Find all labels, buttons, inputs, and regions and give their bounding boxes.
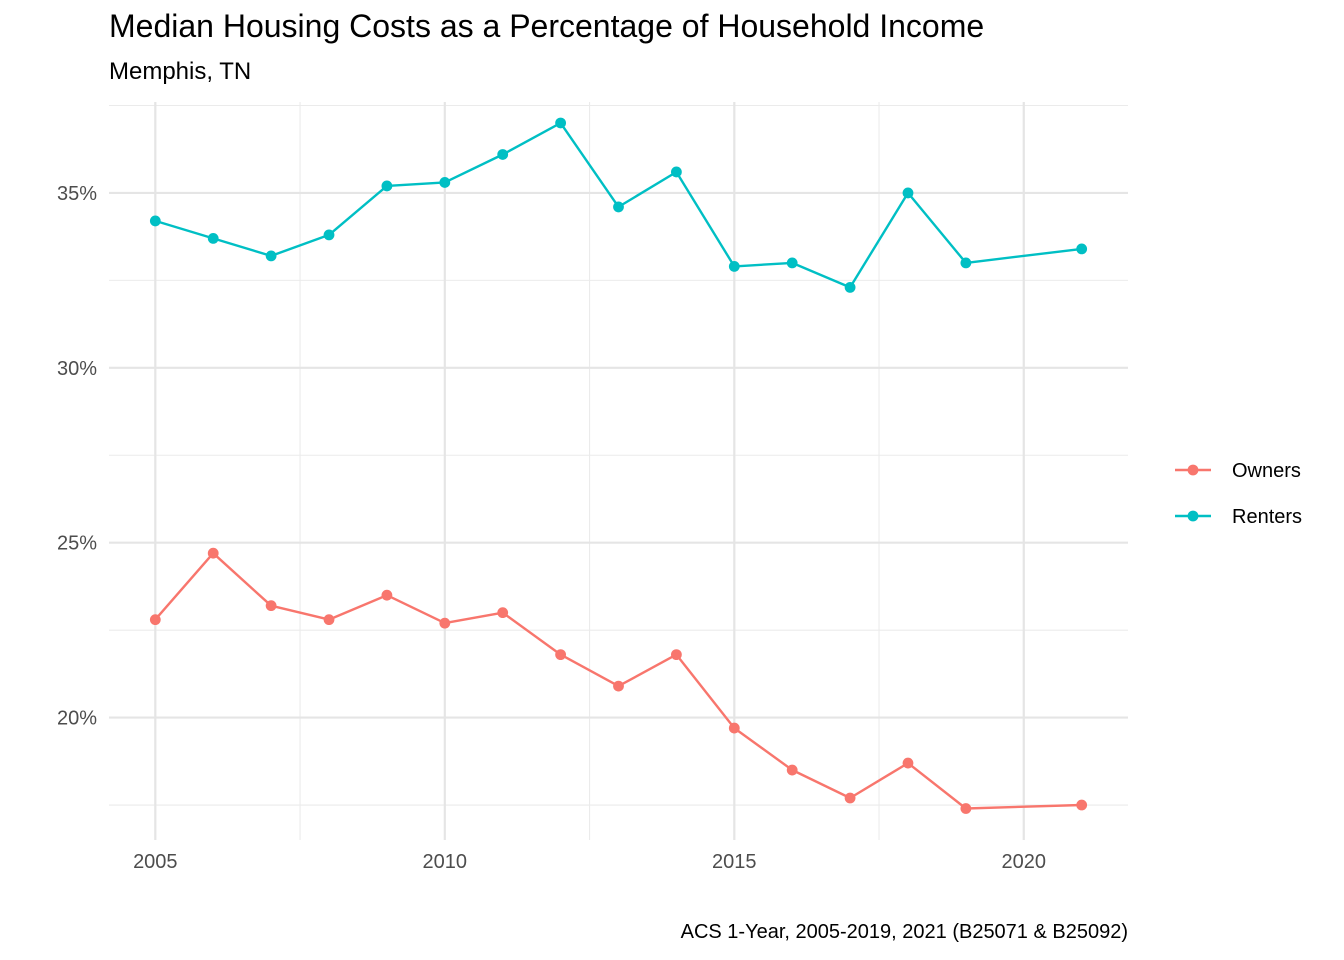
owners-data-point: [786, 764, 798, 776]
major-gridlines: [109, 102, 1128, 840]
x-axis-ticks: 2005 2010 2015 2020: [133, 851, 1046, 873]
x-tick-label: 2005: [133, 851, 178, 873]
chart-title: Median Housing Costs as a Percentage of …: [109, 8, 985, 44]
legend: Owners Renters: [1175, 460, 1302, 528]
renters-data-point: [728, 260, 740, 272]
owners-data-point: [728, 722, 740, 734]
renters-data-point: [381, 180, 393, 192]
chart-subtitle: Memphis, TN: [109, 58, 252, 85]
renters-data-point: [902, 187, 914, 199]
x-tick-label: 2010: [423, 851, 468, 873]
owners-data-point: [265, 600, 277, 612]
renters-data-point: [960, 257, 972, 269]
owners-data-point: [439, 617, 451, 629]
owners-data-point: [555, 649, 567, 661]
chart-caption: ACS 1-Year, 2005-2019, 2021 (B25071 & B2…: [680, 921, 1128, 943]
renters-series-line: [154, 121, 1082, 289]
x-tick-label: 2015: [712, 851, 757, 873]
legend-owners-label: Owners: [1232, 460, 1301, 482]
y-tick-label: 20%: [57, 708, 97, 730]
owners-data-point: [613, 680, 624, 692]
legend-owners-marker: [1187, 464, 1199, 476]
owners-data-point: [1076, 799, 1088, 811]
y-axis-ticks: 20% 25% 30% 35%: [57, 183, 97, 730]
legend-renters-label: Renters: [1232, 506, 1302, 528]
renters-data-point: [786, 257, 798, 269]
renters-data-point: [323, 229, 335, 241]
y-tick-label: 35%: [57, 183, 97, 205]
owners-data-point: [207, 547, 219, 559]
renters-data-point: [207, 233, 219, 244]
owners-data-point: [670, 649, 682, 661]
renters-data-point: [1076, 243, 1088, 255]
owners-data-point: [844, 792, 856, 804]
renters-data-point: [555, 117, 567, 129]
minor-gridlines: [109, 102, 1128, 840]
owners-series-line: [154, 552, 1082, 810]
y-tick-label: 30%: [57, 358, 97, 380]
owners-data-point: [149, 614, 161, 626]
legend-renters-marker: [1187, 510, 1199, 522]
series-layer: [149, 117, 1088, 814]
renters-data-point: [149, 215, 161, 227]
renters-data-point: [497, 149, 509, 160]
renters-data-point: [670, 166, 682, 178]
owners-data-point: [323, 614, 335, 626]
owners-data-point: [381, 589, 393, 601]
renters-data-point: [613, 201, 624, 213]
renters-data-point: [439, 177, 451, 188]
renters-data-point: [844, 281, 856, 293]
x-tick-label: 2020: [1002, 851, 1047, 873]
owners-data-point: [902, 757, 914, 769]
y-tick-label: 25%: [57, 533, 97, 555]
owners-data-point: [497, 607, 509, 619]
renters-data-point: [265, 250, 277, 262]
owners-data-point: [960, 803, 972, 814]
